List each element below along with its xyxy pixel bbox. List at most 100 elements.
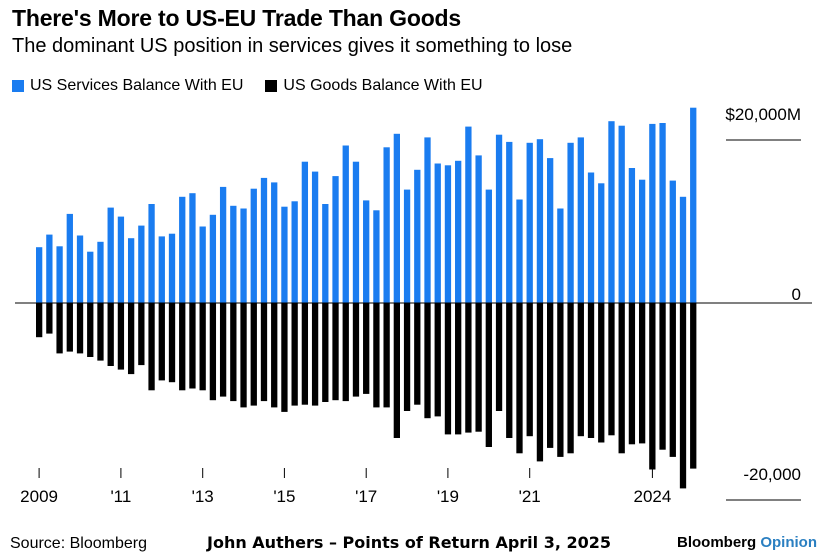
goods-bar — [465, 303, 472, 433]
services-bar — [690, 107, 697, 303]
brand-main: Bloomberg — [677, 534, 757, 551]
x-tick-label: '19 — [437, 487, 459, 506]
services-bar — [638, 179, 646, 303]
services-bar — [107, 207, 114, 303]
goods-bar — [393, 303, 400, 438]
services-bar — [649, 123, 656, 304]
services-bar — [127, 238, 135, 303]
goods-bar — [332, 303, 339, 401]
services-bar — [403, 189, 411, 303]
legend-swatch-services — [12, 80, 24, 92]
goods-bar — [36, 303, 43, 338]
services-bar — [485, 189, 492, 303]
goods-bar — [506, 303, 513, 438]
goods-bar — [628, 303, 636, 445]
services-bar — [66, 213, 73, 303]
services-bar — [322, 204, 329, 303]
services-bar — [219, 186, 227, 303]
goods-bar — [547, 303, 554, 448]
services-bar — [455, 160, 462, 303]
goods-bar — [434, 303, 441, 417]
goods-bar — [127, 303, 135, 375]
services-bar — [36, 247, 43, 303]
axes-layer: $20,000M 0 -20,000 2009 '11 '13 '15 '17 '19 '21 20… — [15, 105, 812, 506]
goods-bar — [577, 303, 584, 437]
goods-bar — [301, 303, 309, 405]
services-bar — [618, 125, 625, 303]
services-bar — [342, 145, 349, 303]
brand-logo: Bloomberg Opinion — [677, 534, 817, 551]
legend-item-services: US Services Balance With EU — [12, 77, 243, 95]
x-tick-label: '17 — [355, 487, 377, 506]
brand-sub: Opinion — [760, 534, 817, 551]
x-tick-label: '11 — [110, 487, 131, 506]
goods-bar — [179, 303, 186, 391]
services-bar — [260, 177, 268, 303]
chart-title: There's More to US-EU Trade Than Goods — [12, 5, 461, 31]
goods-bar — [158, 303, 165, 381]
services-bar — [148, 204, 155, 303]
goods-bar — [516, 303, 523, 454]
goods-bar — [455, 303, 462, 435]
source-note: Source: Bloomberg — [10, 535, 147, 552]
goods-bar — [311, 303, 319, 406]
services-bar — [536, 139, 544, 303]
goods-bar — [56, 303, 63, 354]
services-bar — [271, 182, 278, 303]
services-bar — [516, 199, 523, 303]
goods-bar — [373, 303, 380, 408]
services-bar — [250, 188, 257, 303]
legend-swatch-goods — [265, 80, 278, 92]
goods-bar — [281, 303, 288, 412]
goods-bar — [168, 303, 176, 383]
goods-bar — [76, 303, 84, 354]
services-bar — [557, 208, 564, 303]
goods-bar — [219, 303, 227, 397]
goods-bar — [342, 303, 349, 402]
goods-bar — [148, 303, 155, 391]
services-bar — [434, 163, 441, 303]
services-bar — [158, 236, 165, 303]
goods-bar — [271, 303, 278, 408]
services-bar — [393, 133, 400, 303]
services-bar — [526, 142, 533, 303]
services-bar — [506, 141, 513, 303]
bars-layer — [36, 107, 697, 489]
goods-bar — [230, 303, 237, 402]
x-tick-label: '21 — [519, 487, 541, 506]
goods-bar — [598, 303, 605, 443]
services-bar — [679, 196, 687, 303]
services-bar — [475, 155, 482, 303]
goods-bar — [383, 303, 390, 408]
goods-bar — [444, 303, 452, 435]
goods-bar — [618, 303, 625, 454]
goods-bar — [669, 303, 676, 457]
services-bar — [168, 233, 176, 303]
services-bar — [311, 171, 319, 303]
services-bar — [363, 200, 370, 303]
services-bar — [608, 121, 615, 303]
goods-bar — [557, 303, 564, 457]
goods-bar — [291, 303, 298, 406]
goods-bar — [117, 303, 125, 370]
goods-bar — [189, 303, 196, 389]
goods-bar — [485, 303, 492, 447]
services-bar — [547, 158, 554, 303]
services-bar — [577, 137, 584, 303]
bar-chart: $20,000M 0 -20,000 2009 '11 '13 '15 '17 '19 '21 20… — [15, 105, 812, 506]
x-tick-label: 2009 — [20, 487, 58, 506]
services-bar — [352, 161, 360, 303]
y-tick-label: -20,000 — [743, 465, 801, 484]
services-bar — [281, 206, 288, 303]
services-bar — [669, 180, 676, 303]
goods-bar — [679, 303, 687, 489]
goods-bar — [138, 303, 145, 366]
services-bar — [56, 246, 63, 303]
goods-bar — [250, 303, 257, 406]
services-bar — [598, 183, 605, 303]
goods-bar — [495, 303, 503, 411]
services-bar — [240, 208, 247, 303]
services-bar — [199, 226, 206, 303]
goods-bar — [424, 303, 431, 419]
goods-bar — [536, 303, 544, 462]
